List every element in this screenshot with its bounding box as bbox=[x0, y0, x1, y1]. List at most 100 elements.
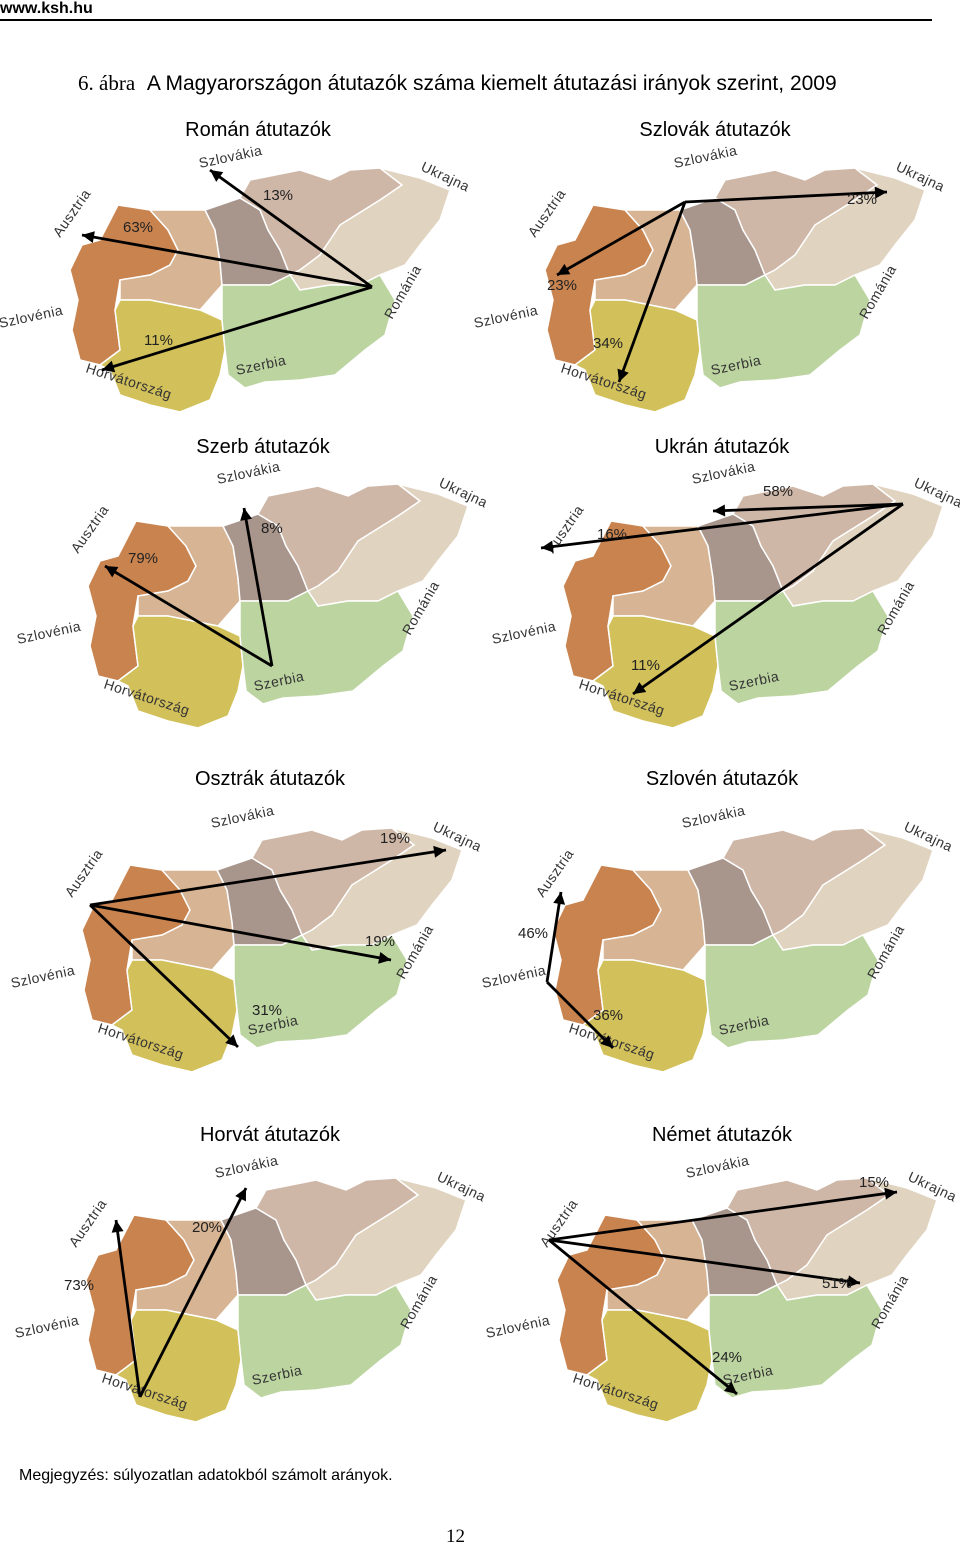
country-label-szlovenia: Szlovénia bbox=[0, 302, 64, 331]
flow-arrow-1 bbox=[540, 502, 904, 550]
flow-arrow-2-head bbox=[378, 951, 391, 964]
site-url[interactable]: www.ksh.hu bbox=[0, 0, 93, 17]
panel-title-ukran: Ukrán átutazók bbox=[654, 436, 790, 458]
flow-arrow-3-head bbox=[723, 1381, 737, 1394]
region-sw bbox=[573, 299, 701, 413]
flow-arrow-1-head bbox=[884, 1187, 897, 1200]
flow-arrow-3 bbox=[101, 285, 373, 372]
country-label-ausztria: Ausztria bbox=[65, 1196, 109, 1250]
panel-title-szerb: Szerb átutazók bbox=[196, 436, 330, 458]
flow-arrow-3 bbox=[632, 502, 904, 696]
figure-title: 6. ábra A Magyarországon átutazók száma … bbox=[78, 71, 837, 96]
flow-pct-2: 13% bbox=[263, 187, 293, 204]
flow-pct-3: 11% bbox=[144, 332, 173, 349]
flow-arrow-3 bbox=[89, 903, 239, 1049]
region-sw bbox=[98, 299, 226, 413]
flow-arrow-1 bbox=[104, 564, 273, 668]
flow-arrow-1-head bbox=[553, 892, 566, 905]
panel-title-szloven: Szlovén átutazók bbox=[645, 768, 799, 790]
flow-arrow-2-head bbox=[240, 508, 253, 521]
country-label-szlovakia: Szlovákia bbox=[213, 1152, 279, 1181]
header-rule bbox=[0, 19, 932, 21]
flow-arrow-1 bbox=[556, 200, 686, 277]
flow-arrow-2-head bbox=[210, 170, 224, 182]
region-se bbox=[237, 1284, 412, 1399]
flow-arrow-1 bbox=[138, 1187, 248, 1398]
flow-arrow-1-head bbox=[235, 1188, 246, 1202]
flow-pct-2: 19% bbox=[365, 933, 395, 950]
country-label-szlovakia: Szlovákia bbox=[684, 1152, 750, 1181]
flow-arrow-3-head bbox=[225, 1034, 238, 1047]
region-sw bbox=[591, 615, 719, 729]
map-nemet: AusztriaSzlovákiaUkrajnaRomániaSzerbiaHo… bbox=[484, 1152, 959, 1423]
country-label-szlovenia: Szlovénia bbox=[490, 618, 557, 647]
flow-arrow-1-head bbox=[433, 845, 446, 858]
flow-arrow-1-head bbox=[557, 263, 571, 275]
flow-arrow-1-head bbox=[105, 566, 119, 578]
flow-pct-1: 15% bbox=[859, 1174, 889, 1191]
region-se bbox=[704, 934, 879, 1049]
flow-pct-1: 23% bbox=[547, 277, 577, 294]
flow-arrow-2 bbox=[242, 507, 274, 667]
region-se bbox=[239, 590, 414, 705]
flow-pct-2: 23% bbox=[847, 191, 877, 208]
region-se bbox=[696, 274, 871, 389]
country-label-szlovakia: Szlovákia bbox=[672, 142, 738, 171]
flow-arrow-2 bbox=[684, 190, 888, 204]
flow-arrow-2 bbox=[209, 168, 373, 289]
figure-number: 6. ábra bbox=[78, 71, 136, 95]
page-number: 12 bbox=[446, 1526, 465, 1547]
flow-arrow-3-head bbox=[633, 682, 647, 694]
country-label-ausztria: Ausztria bbox=[49, 186, 93, 240]
panel-title-horvat: Horvát átutazók bbox=[199, 1124, 341, 1146]
panel-title-szlovak: Szlovák átutazók bbox=[639, 119, 791, 141]
map-roman: AusztriaSzlovákiaUkrajnaRomániaSzerbiaHo… bbox=[0, 142, 472, 413]
flow-arrow-2 bbox=[712, 502, 904, 513]
flow-pct-3: 34% bbox=[593, 335, 623, 352]
footnote: Megjegyzés: súlyozatlan adatokból számol… bbox=[19, 1467, 393, 1484]
flow-arrow-1-head bbox=[541, 540, 554, 553]
flow-arrow-2-head bbox=[847, 1275, 860, 1288]
flow-pct-2: 58% bbox=[763, 483, 793, 500]
country-label-szlovenia: Szlovénia bbox=[484, 1312, 551, 1341]
flow-pct-3: 24% bbox=[712, 1349, 742, 1366]
region-sw bbox=[110, 959, 238, 1073]
country-label-szlovenia: Szlovénia bbox=[480, 962, 547, 991]
country-label-szlovakia: Szlovákia bbox=[197, 142, 263, 171]
flow-arrow-3-head bbox=[102, 360, 116, 373]
figure-title-text: A Magyarországon átutazók száma kiemelt … bbox=[146, 72, 837, 95]
map-szlovak: AusztriaSzlovákiaUkrajnaRomániaSzerbiaHo… bbox=[472, 142, 947, 413]
flow-arrow-3 bbox=[617, 201, 687, 383]
flow-arrow-2 bbox=[546, 981, 614, 1049]
region-sw bbox=[581, 959, 709, 1073]
flow-arrow-1 bbox=[548, 1190, 898, 1242]
map-ukran: AusztriaSzlovákiaUkrajnaRomániaSzerbiaHo… bbox=[490, 458, 960, 729]
country-label-szlovenia: Szlovénia bbox=[472, 302, 539, 331]
flow-arrow-1-head bbox=[82, 231, 95, 244]
flow-pct-3: 31% bbox=[252, 1002, 282, 1019]
flow-arrow-3 bbox=[548, 1238, 738, 1396]
flow-arrow-1 bbox=[545, 891, 563, 983]
flow-arrow-2 bbox=[89, 903, 392, 962]
map-szloven: AusztriaSzlovákiaUkrajnaRomániaSzerbiaHo… bbox=[480, 802, 955, 1073]
flow-arrow-2 bbox=[548, 1238, 861, 1285]
flow-arrow-2-head bbox=[713, 504, 726, 517]
country-label-ausztria: Ausztria bbox=[532, 846, 576, 900]
country-label-szlovenia: Szlovénia bbox=[15, 618, 82, 647]
flow-pct-2: 73% bbox=[64, 1277, 94, 1294]
region-se bbox=[708, 1284, 883, 1399]
country-label-szlovakia: Szlovákia bbox=[215, 458, 281, 487]
region-se bbox=[221, 274, 396, 389]
flow-pct-1: 19% bbox=[380, 830, 410, 847]
country-label-szlovenia: Szlovénia bbox=[13, 1312, 80, 1341]
map-szerb: AusztriaSzlovákiaUkrajnaRomániaSzerbiaHo… bbox=[15, 458, 490, 729]
region-sw bbox=[585, 1309, 713, 1423]
flow-pct-1: 79% bbox=[128, 550, 158, 567]
flow-pct-1: 20% bbox=[192, 1219, 222, 1236]
country-label-szlovakia: Szlovákia bbox=[209, 802, 275, 831]
country-label-ausztria: Ausztria bbox=[61, 846, 105, 900]
flow-pct-2: 8% bbox=[261, 520, 283, 537]
country-label-szlovakia: Szlovákia bbox=[690, 458, 756, 487]
panel-title-roman: Román átutazók bbox=[185, 119, 331, 141]
flow-pct-1: 16% bbox=[597, 526, 627, 543]
